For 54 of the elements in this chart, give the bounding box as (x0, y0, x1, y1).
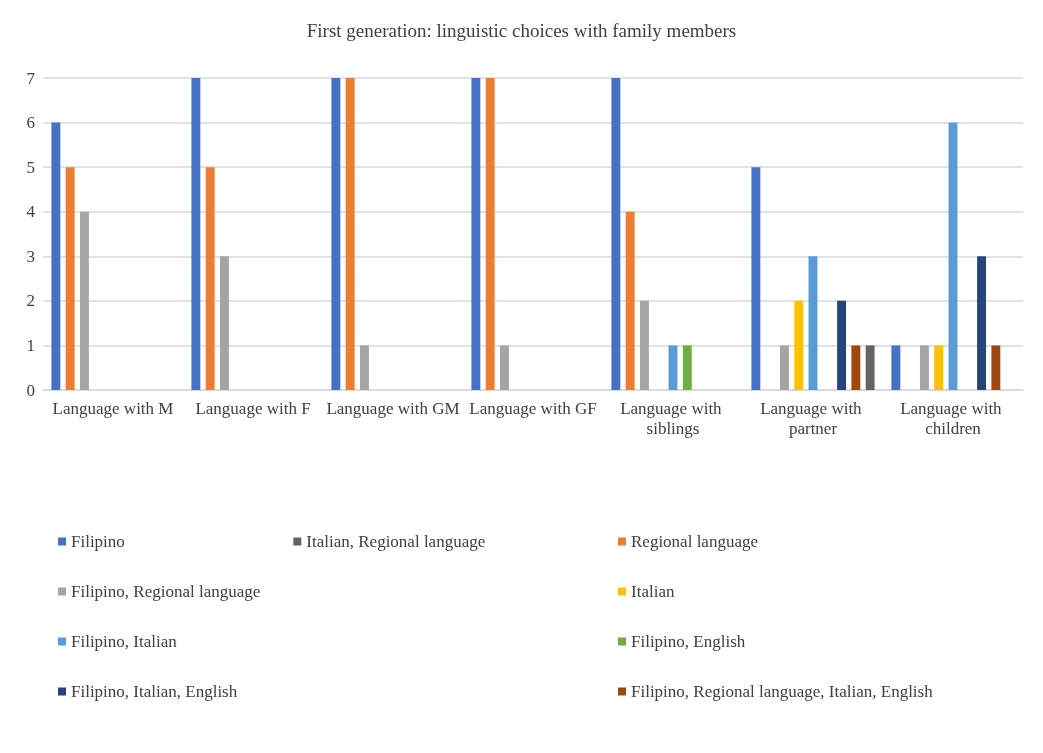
legend-label: Filipino, Italian, English (71, 682, 238, 701)
y-tick-label: 0 (26, 380, 35, 400)
bar (219, 256, 229, 390)
bar (751, 167, 761, 390)
legend-label: Filipino, English (631, 632, 746, 651)
bar (51, 122, 61, 390)
bar (779, 345, 789, 390)
legend-label: Filipino, Italian (71, 632, 178, 651)
y-tick-label: 3 (26, 246, 35, 266)
legend-label: Regional language (631, 532, 758, 551)
bar (682, 345, 692, 390)
bar (919, 345, 929, 390)
y-tick-label: 2 (26, 291, 35, 311)
bar (65, 167, 75, 390)
bar (611, 78, 621, 390)
bar (471, 78, 481, 390)
legend-label: Italian, Regional language (306, 532, 486, 551)
x-tick-label: Language with siblings (620, 398, 726, 438)
bar (851, 345, 861, 390)
x-tick-label: Language with F (195, 398, 311, 418)
bar (668, 345, 678, 390)
chart-title: First generation: linguistic choices with family members (306, 20, 737, 41)
legend-label: Italian (631, 582, 675, 601)
bar (345, 78, 355, 390)
x-tick-label: Language with GM (326, 398, 460, 418)
bar (794, 300, 804, 390)
x-tick-label: Language with partner (760, 398, 866, 438)
bar (808, 256, 818, 390)
bar (359, 345, 369, 390)
legend-label: Filipino, Regional language, Italian, English (631, 682, 934, 701)
y-tick-label: 7 (26, 68, 36, 88)
bar (485, 78, 495, 390)
bar (191, 78, 201, 390)
legend-label: Filipino, Regional language (71, 582, 261, 601)
bar (837, 300, 847, 390)
bar (977, 256, 987, 390)
y-tick-label: 5 (26, 157, 35, 177)
bar (934, 345, 944, 390)
bar (639, 300, 649, 390)
y-tick-label: 4 (26, 202, 36, 222)
bar (79, 211, 89, 390)
x-tick-label: Language with children (900, 398, 1006, 438)
bar (499, 345, 509, 390)
bar (331, 78, 341, 390)
bar (991, 345, 1001, 390)
x-tick-label: Language with GF (469, 398, 597, 418)
y-tick-label: 6 (26, 113, 35, 133)
bar (865, 345, 875, 390)
bar (205, 167, 215, 390)
bar (625, 211, 635, 390)
y-tick-label: 1 (26, 335, 35, 355)
legend-label: Filipino (71, 532, 125, 551)
x-tick-label: Language with M (52, 398, 174, 418)
bar (891, 345, 901, 390)
